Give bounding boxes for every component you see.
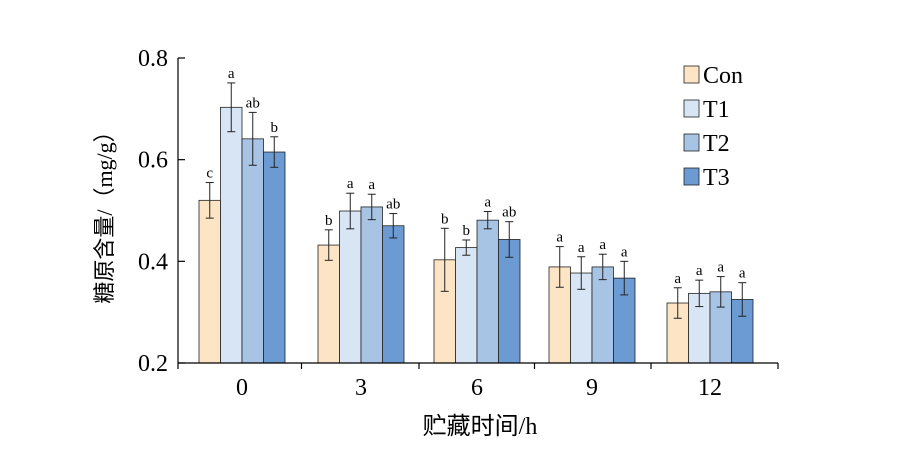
bar-T3-0 — [263, 151, 286, 364]
error-bar-Con-9 — [555, 246, 564, 288]
y-axis-label: 糖原含量/（mg/g） — [92, 120, 117, 303]
x-tick-label: 6 — [471, 375, 483, 401]
error-bar-T2-0 — [248, 111, 257, 166]
error-bar-Con-3 — [324, 229, 333, 261]
y-tick-label: 0.2 — [138, 351, 168, 377]
x-tick-label: 12 — [698, 375, 722, 401]
significance-label-T1-3: a — [347, 176, 354, 192]
x-tick-label: 3 — [355, 375, 367, 401]
significance-label-T1-6: b — [463, 223, 471, 239]
error-bar-Con-12 — [673, 287, 682, 319]
bar-T3-6 — [498, 239, 521, 364]
significance-label-T1-12: a — [696, 263, 703, 279]
bar-T3-3 — [382, 225, 405, 364]
legend-swatch — [683, 133, 700, 152]
legend-label: T2 — [703, 131, 730, 157]
significance-label-T1-0: a — [228, 66, 235, 82]
error-bar-T2-6 — [483, 211, 492, 230]
significance-label-Con-12: a — [674, 271, 681, 287]
y-tick-label: 0.6 — [138, 148, 168, 174]
legend-swatch — [683, 167, 700, 186]
bar-T1-6 — [455, 247, 478, 364]
significance-label-T3-3: ab — [386, 197, 400, 213]
legend: Con T1 T2 T3 — [683, 63, 743, 191]
significance-label-Con-9: a — [556, 230, 563, 246]
axes: 贮藏时间/h 糖原含量/（mg/g） 0.2 0.4 0.6 0.8 0 3 6 9 12 — [92, 46, 779, 440]
y-tick-label: 0.8 — [138, 46, 168, 72]
bar-T1-0 — [220, 106, 243, 364]
significance-label-T2-12: a — [717, 260, 724, 276]
significance-label-T2-9: a — [599, 237, 606, 253]
legend-item-T1: T1 — [683, 97, 730, 123]
bar-T2-6 — [476, 219, 499, 364]
significance-label-T3-9: a — [621, 244, 628, 260]
error-bar-Con-0 — [205, 182, 214, 219]
error-bar-T1-6 — [462, 239, 471, 256]
x-tick-label: 9 — [586, 375, 598, 401]
error-bar-T2-12 — [716, 276, 725, 308]
error-bar-T3-0 — [270, 136, 279, 168]
error-bar-T3-9 — [620, 260, 629, 296]
error-bar-T2-9 — [598, 253, 607, 281]
significance-label-T2-3: a — [368, 177, 375, 193]
significance-label-Con-0: c — [206, 166, 213, 182]
legend-label: Con — [703, 63, 743, 89]
significance-label-T2-6: a — [484, 195, 491, 211]
error-bar-T1-12 — [695, 279, 704, 308]
error-bar-T3-6 — [505, 221, 514, 258]
error-bar-T3-3 — [389, 213, 398, 239]
legend-item-T2: T2 — [683, 131, 730, 157]
legend-swatch — [683, 99, 700, 118]
significance-label-T3-12: a — [739, 266, 746, 282]
legend-item-Con: Con — [683, 63, 743, 89]
bar-T2-3 — [360, 206, 383, 364]
legend-label: T3 — [703, 165, 730, 191]
error-bar-T1-3 — [346, 192, 355, 230]
significance-label-T2-0: ab — [246, 95, 260, 111]
error-bar-T1-0 — [227, 82, 236, 133]
error-bar-Con-6 — [440, 227, 449, 292]
significance-label-Con-6: b — [441, 211, 449, 227]
error-bar-T2-3 — [367, 193, 376, 221]
significance-label-T3-0: b — [271, 120, 279, 136]
bar-T2-0 — [241, 138, 264, 364]
y-tick-label: 0.4 — [138, 249, 168, 275]
legend-swatch — [683, 65, 700, 84]
x-tick-label: 0 — [236, 375, 248, 401]
legend-label: T1 — [703, 97, 730, 123]
legend-item-T3: T3 — [683, 165, 730, 191]
significance-label-Con-3: b — [325, 213, 333, 229]
bar-Con-3 — [317, 244, 340, 364]
bar-Con-0 — [198, 199, 221, 364]
error-bar-T1-9 — [577, 256, 586, 290]
bar-T1-3 — [339, 210, 362, 364]
bar-T2-9 — [591, 266, 614, 364]
significance-label-T3-6: ab — [502, 205, 516, 221]
x-axis-label: 贮藏时间/h — [423, 413, 538, 440]
significance-label-T1-9: a — [578, 240, 585, 256]
error-bar-T3-12 — [738, 282, 747, 317]
